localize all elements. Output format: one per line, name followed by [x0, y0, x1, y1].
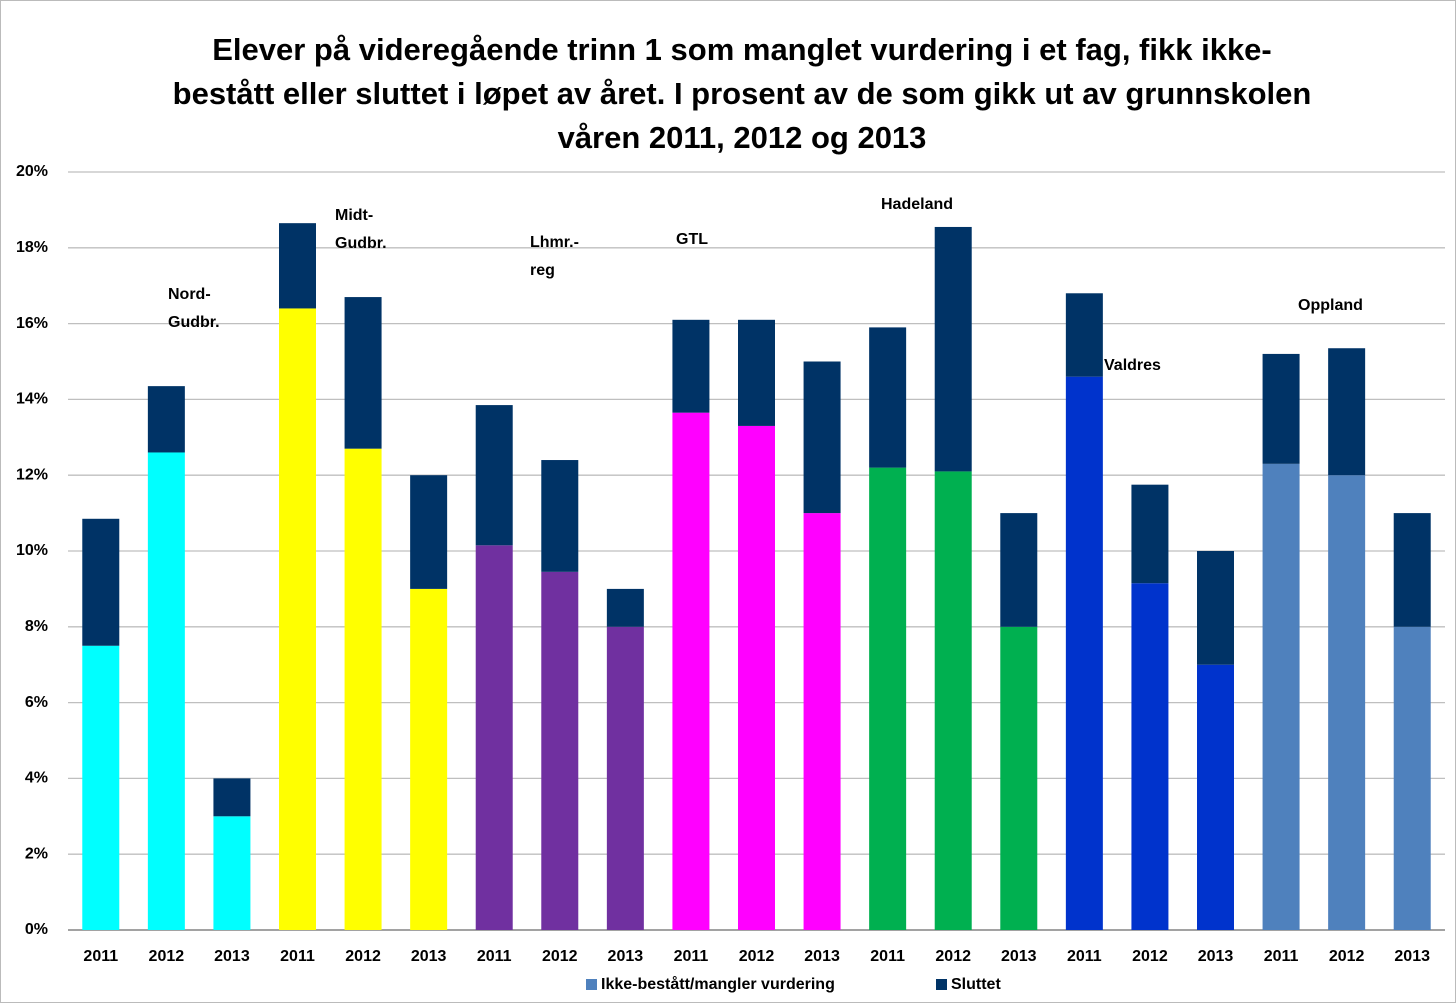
bar-segment — [344, 448, 382, 930]
group-label: GTL — [676, 231, 708, 248]
group-label: Gudbr. — [335, 235, 387, 252]
legend-label: Ikke-bestått/mangler vurdering — [601, 975, 835, 993]
bar-segment — [147, 386, 185, 453]
bar-segment — [541, 460, 579, 572]
bar-segment — [279, 308, 316, 930]
legend-label: Sluttet — [951, 976, 1001, 993]
group-label: Oppland — [1298, 297, 1363, 314]
y-tick-label: 20% — [16, 163, 48, 180]
x-tick-label: 2012 — [739, 948, 775, 965]
bar-segment — [606, 626, 644, 930]
chart-title: våren 2011, 2012 og 2013 — [558, 120, 927, 155]
bar-segment — [1262, 463, 1300, 930]
group-label: Nord- — [168, 286, 211, 303]
y-tick-label: 16% — [16, 315, 48, 332]
x-tick-label: 2012 — [935, 948, 971, 965]
bar-segment — [279, 223, 316, 309]
x-tick-label: 2013 — [214, 948, 250, 965]
bar-segment — [1000, 626, 1038, 930]
bar-segment — [1393, 513, 1431, 627]
bar-segment — [82, 518, 120, 646]
bar-segment — [1131, 484, 1169, 584]
group-label: Valdres — [1104, 357, 1161, 374]
x-tick-label: 2011 — [1067, 948, 1102, 965]
bar-segment — [213, 778, 251, 817]
bar-segment — [1000, 513, 1038, 627]
bar-segment — [1328, 475, 1366, 930]
x-tick-label: 2012 — [1329, 948, 1365, 965]
legend-swatch — [936, 979, 947, 990]
bar-segment — [410, 588, 448, 930]
x-tick-label: 2013 — [1001, 948, 1037, 965]
bar-segment — [869, 327, 907, 468]
bar-segment — [672, 319, 710, 413]
bar-segment — [738, 425, 775, 930]
y-tick-label: 8% — [25, 618, 48, 635]
x-tick-label: 2012 — [149, 948, 185, 965]
bar-segment — [1197, 551, 1234, 665]
bar-segment — [82, 645, 120, 930]
y-tick-label: 12% — [16, 466, 48, 483]
bar-segment — [803, 361, 841, 514]
x-tick-label: 2011 — [674, 948, 709, 965]
bar-segment — [1328, 348, 1366, 476]
y-tick-label: 14% — [16, 391, 48, 408]
bar-segment — [1131, 583, 1169, 930]
y-tick-label: 18% — [16, 239, 48, 256]
bar-segment — [1065, 293, 1103, 377]
bar-segment — [475, 405, 513, 546]
x-tick-label: 2012 — [345, 948, 381, 965]
bar-segment — [606, 588, 644, 627]
y-tick-label: 2% — [25, 845, 48, 862]
bar-segment — [1065, 376, 1103, 930]
group-label: Midt- — [335, 207, 373, 224]
y-tick-label: 0% — [25, 921, 48, 938]
x-tick-label: 2011 — [1264, 948, 1299, 965]
bar-segment — [213, 816, 251, 930]
bar-segment — [934, 471, 972, 930]
bar-segment — [934, 226, 972, 472]
y-tick-label: 4% — [25, 770, 48, 787]
group-label: Hadeland — [881, 196, 953, 213]
chart-title: Elever på videregående trinn 1 som mangl… — [212, 32, 1272, 67]
bar-segment — [344, 297, 382, 449]
x-tick-label: 2013 — [1394, 948, 1430, 965]
group-label: reg — [530, 262, 555, 279]
bar-segment — [869, 467, 907, 930]
bar-segment — [475, 545, 513, 930]
group-label: Lhmr.- — [530, 234, 579, 251]
y-tick-label: 6% — [25, 694, 48, 711]
x-tick-label: 2013 — [411, 948, 447, 965]
chart-title: bestått eller sluttet i løpet av året. I… — [173, 76, 1312, 111]
x-tick-label: 2012 — [1132, 948, 1168, 965]
bar-segment — [1393, 626, 1431, 930]
bar-segment — [738, 319, 775, 426]
bar-segment — [147, 452, 185, 930]
bar-segment — [1262, 353, 1300, 464]
y-tick-label: 10% — [16, 542, 48, 559]
legend-swatch — [586, 979, 597, 990]
x-tick-label: 2012 — [542, 948, 578, 965]
bar-segment — [672, 412, 710, 930]
bar-segment — [410, 475, 448, 589]
group-label: Gudbr. — [168, 314, 220, 331]
x-tick-label: 2011 — [870, 948, 905, 965]
x-tick-label: 2011 — [477, 948, 512, 965]
bar-segment — [541, 571, 579, 930]
x-tick-label: 2011 — [83, 948, 118, 965]
x-tick-label: 2013 — [1198, 948, 1234, 965]
x-tick-label: 2011 — [280, 948, 315, 965]
x-tick-label: 2013 — [608, 948, 644, 965]
x-tick-label: 2013 — [804, 948, 840, 965]
bar-segment — [803, 513, 841, 930]
bar-segment — [1197, 664, 1234, 930]
